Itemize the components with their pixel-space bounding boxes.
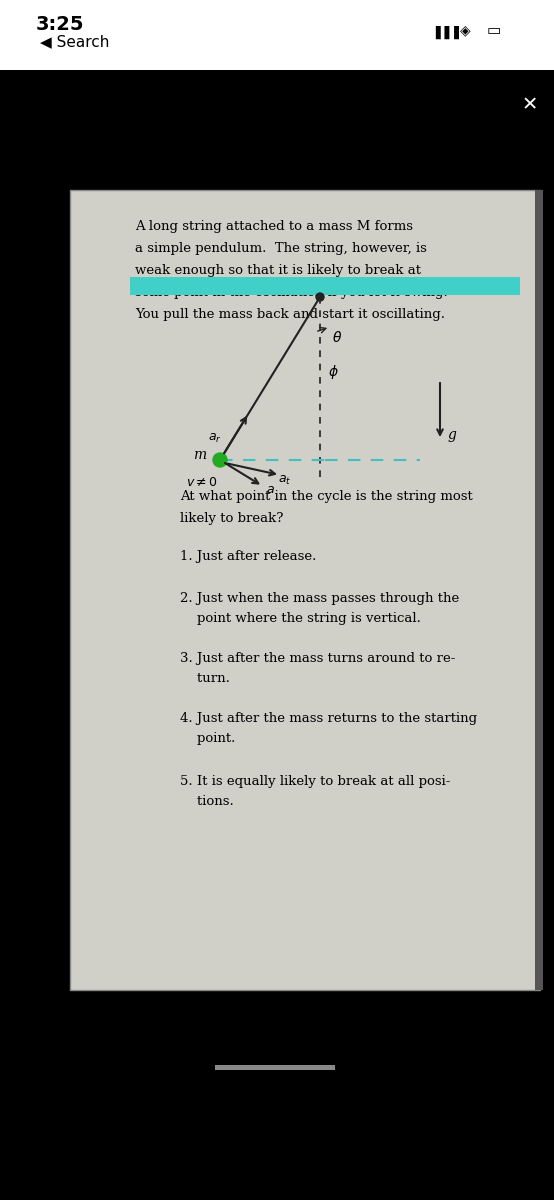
Text: m: m	[193, 448, 207, 462]
Text: point.: point.	[180, 732, 235, 745]
Text: at a: at a	[31, 574, 55, 587]
Text: inting: inting	[19, 924, 55, 936]
Text: turn.: turn.	[180, 672, 230, 685]
Text: 3:25: 3:25	[36, 16, 84, 35]
Text: ad?: ad?	[33, 419, 55, 432]
FancyBboxPatch shape	[535, 190, 543, 990]
FancyBboxPatch shape	[0, 70, 554, 140]
Text: some point in the oscillation if you let it swing.: some point in the oscillation if you let…	[135, 286, 448, 299]
Text: tions.: tions.	[180, 794, 234, 808]
Text: ✕: ✕	[522, 96, 538, 114]
Text: 1. Just after release.: 1. Just after release.	[180, 550, 316, 563]
Text: 5. It is equally likely to break at all posi-: 5. It is equally likely to break at all …	[180, 775, 450, 788]
Text: ◈: ◈	[460, 23, 471, 37]
FancyBboxPatch shape	[70, 190, 540, 990]
Text: point where the string is vertical.: point where the string is vertical.	[180, 612, 421, 625]
Text: $a_t$: $a_t$	[278, 474, 292, 486]
Text: At what point in the cycle is the string most: At what point in the cycle is the string…	[180, 490, 473, 503]
Text: g: g	[448, 428, 457, 442]
Text: likely to break?: likely to break?	[180, 512, 284, 526]
Circle shape	[316, 293, 324, 301]
Text: $\phi$: $\phi$	[328, 362, 338, 382]
Text: $v \neq 0$: $v \neq 0$	[186, 475, 218, 488]
Text: 2. Just when the mass passes through the: 2. Just when the mass passes through the	[180, 592, 459, 605]
Text: $a_r$: $a_r$	[208, 432, 222, 445]
Text: ▐▐▐: ▐▐▐	[430, 25, 459, 38]
FancyBboxPatch shape	[130, 277, 520, 295]
Text: 3. Just after the mass turns around to re-: 3. Just after the mass turns around to r…	[180, 652, 455, 665]
FancyBboxPatch shape	[0, 0, 554, 70]
Text: $\theta$: $\theta$	[332, 330, 342, 344]
Text: car: car	[35, 403, 55, 416]
Text: $a$: $a$	[266, 482, 275, 496]
Text: ◀ Search: ◀ Search	[40, 35, 109, 49]
Text: ack: ack	[33, 324, 55, 336]
Text: You pull the mass back and start it oscillating.: You pull the mass back and start it osci…	[135, 308, 445, 320]
Text: the: the	[34, 338, 55, 352]
Text: ▭: ▭	[487, 24, 501, 38]
Text: 4. Just after the mass returns to the starting: 4. Just after the mass returns to the st…	[180, 712, 477, 725]
FancyBboxPatch shape	[215, 1066, 335, 1070]
Text: A long string attached to a mass M forms: A long string attached to a mass M forms	[135, 220, 413, 233]
Circle shape	[213, 452, 227, 467]
Text: a simple pendulum.  The string, however, is: a simple pendulum. The string, however, …	[135, 242, 427, 254]
Text: weak enough so that it is likely to break at: weak enough so that it is likely to brea…	[135, 264, 421, 277]
